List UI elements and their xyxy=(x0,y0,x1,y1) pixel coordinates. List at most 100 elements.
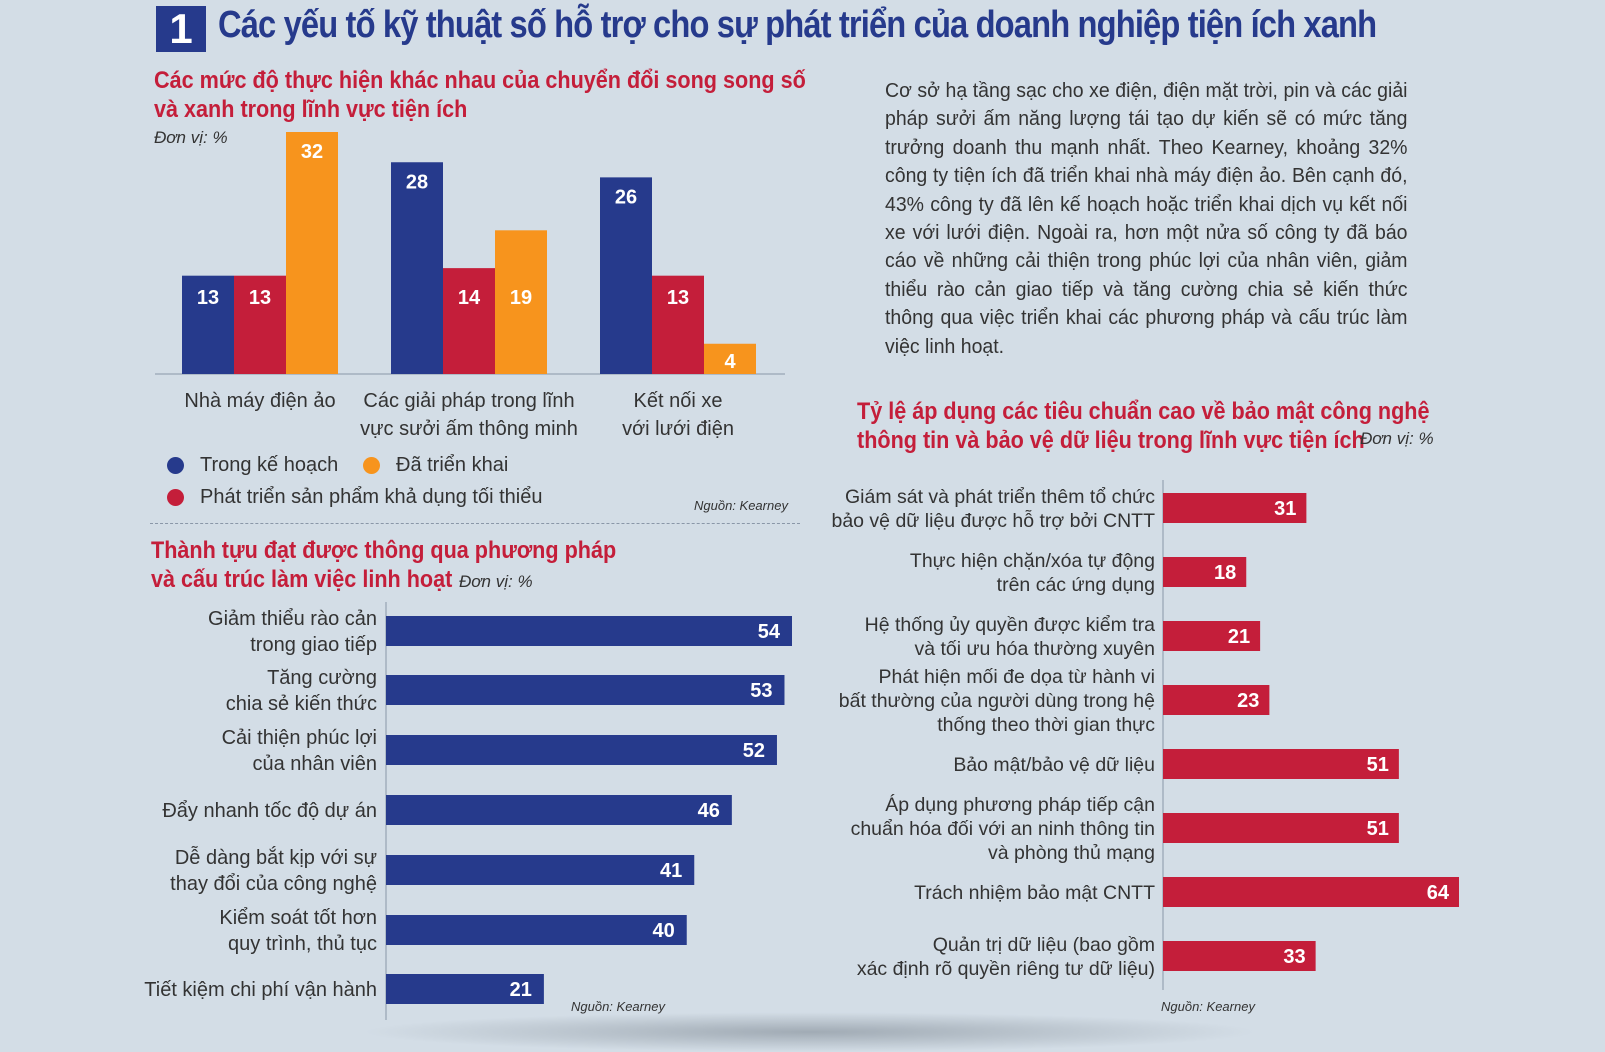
bar-3-1 xyxy=(286,132,338,374)
section-divider xyxy=(150,523,800,524)
hbar-security xyxy=(1163,557,1247,587)
legend-dot-planned xyxy=(167,457,184,474)
hbar-category-label: trên các ứng dụng xyxy=(997,574,1155,596)
bar-value-label: 13 xyxy=(197,287,219,309)
hbar-value-label: 23 xyxy=(1237,690,1259,712)
category-label: vực sưởi ấm thông minh xyxy=(360,418,578,440)
bar-value-label: 32 xyxy=(301,141,323,163)
hbar-category-label: Quản trị dữ liệu (bao gồm xyxy=(933,934,1155,956)
hbar-security xyxy=(1163,685,1270,715)
hbar-value-label: 40 xyxy=(652,920,674,942)
hbar-value-label: 18 xyxy=(1214,562,1236,584)
hbar-category-label: Bảo mật/bảo vệ dữ liệu xyxy=(953,754,1155,776)
hbar-value-label: 52 xyxy=(743,740,765,762)
bar-value-label: 19 xyxy=(510,287,532,309)
hbar-value-label: 53 xyxy=(750,680,772,702)
bar-1-1 xyxy=(182,275,234,374)
bar-value-label: 28 xyxy=(406,171,428,193)
chart2-source: Nguồn: Kearney xyxy=(571,999,665,1014)
chart1-title: Các mức độ thực hiện khác nhau của chuyể… xyxy=(154,66,806,124)
chart2-title-line1: Thành tựu đạt được thông qua phương pháp xyxy=(151,537,617,564)
hbar-category-label: Hệ thống ủy quyền được kiểm tra xyxy=(865,614,1155,636)
hbar-value-label: 31 xyxy=(1274,498,1296,520)
hbar-security xyxy=(1163,941,1316,971)
legend-item-deployed: Đã triển khai xyxy=(363,454,508,477)
bar-3-2 xyxy=(495,230,547,374)
hbar-category-label: Đẩy nhanh tốc độ dự án xyxy=(162,800,377,822)
category-label: Kết nối xe xyxy=(634,390,723,412)
bar-value-label: 26 xyxy=(615,186,637,208)
legend-item-mvp: Phát triển sản phẩm khả dụng tối thiểu xyxy=(167,486,542,509)
hbar-security xyxy=(1163,877,1459,907)
section-number-badge: 1 xyxy=(156,6,206,52)
hbar-achievement xyxy=(386,795,732,825)
hbar-category-label: bảo vệ dữ liệu được hỗ trợ bởi CNTT xyxy=(831,509,1155,532)
hbar-achievement xyxy=(386,616,792,646)
hbar-category-label: quy trình, thủ tục xyxy=(228,933,377,955)
chart3-title-line1: Tỷ lệ áp dụng các tiêu chuẩn cao về bảo … xyxy=(857,398,1430,425)
chart3-title-line2: thông tin và bảo vệ dữ liệu trong lĩnh v… xyxy=(857,427,1365,454)
legend-dot-mvp xyxy=(167,489,184,506)
hbar-value-label: 41 xyxy=(660,860,682,882)
legend-dot-deployed xyxy=(363,457,380,474)
chart2-title: Thành tựu đạt được thông qua phương pháp… xyxy=(151,536,616,594)
hbar-value-label: 64 xyxy=(1427,882,1450,904)
hbar-category-label: bất thường của người dùng trong hệ xyxy=(839,690,1155,712)
hbar-category-label: Kiểm soát tốt hơn xyxy=(219,907,377,929)
hbar-value-label: 51 xyxy=(1367,818,1389,840)
hbar-category-label: Dễ dàng bắt kịp với sự xyxy=(175,846,377,869)
legend-item-planned: Trong kế hoạch xyxy=(167,454,338,477)
chart3-unit: Đơn vị: % xyxy=(1360,429,1434,448)
hbar-value-label: 21 xyxy=(510,979,532,1001)
bar-2-2 xyxy=(443,268,495,374)
hbar-category-label: Trách nhiệm bảo mật CNTT xyxy=(914,882,1155,904)
hbar-category-label: thống theo thời gian thực xyxy=(937,714,1155,736)
chart1-source: Nguồn: Kearney xyxy=(694,498,788,513)
hbar-value-label: 21 xyxy=(1228,626,1250,648)
hbar-category-label: Thực hiện chặn/xóa tự động xyxy=(910,550,1155,572)
hbar-category-label: của nhân viên xyxy=(252,753,377,775)
hbar-value-label: 51 xyxy=(1367,754,1389,776)
hbar-achievement xyxy=(386,735,777,765)
hbar-category-label: thay đổi của công nghệ xyxy=(170,873,377,895)
hbar-security xyxy=(1163,749,1399,779)
hbar-category-label: chia sẻ kiến thức xyxy=(226,693,377,715)
chart2-unit: Đơn vị: % xyxy=(459,572,533,591)
chart2-title-line2-text: và cấu trúc làm việc linh hoạt xyxy=(151,566,453,593)
body-paragraph: Cơ sở hạ tầng sạc cho xe điện, điện mặt … xyxy=(885,79,1408,358)
legend-label-planned: Trong kế hoạch xyxy=(200,454,339,476)
bar-value-label: 13 xyxy=(667,287,689,309)
bar-value-label: 13 xyxy=(249,287,271,309)
bar-2-1 xyxy=(234,275,286,374)
hbar-category-label: và phòng thủ mạng xyxy=(988,842,1155,864)
chart2-horizontal-bar-chart: 54 Giảm thiểu rào cản trong giao tiếp 53 Tăn… xyxy=(144,602,792,1020)
hbar-security xyxy=(1163,493,1307,523)
hbar-security xyxy=(1163,621,1261,651)
hbar-category-label: Áp dụng phương pháp tiếp cận xyxy=(885,793,1155,816)
legend-label-mvp: Phát triển sản phẩm khả dụng tối thiểu xyxy=(200,486,543,508)
hbar-category-label: Phát hiện mối đe dọa từ hành vi xyxy=(879,666,1156,688)
hbar-category-label: Cải thiện phúc lợi xyxy=(222,727,377,749)
hbar-category-label: Tăng cường xyxy=(267,667,377,689)
hbar-achievement xyxy=(386,915,687,945)
chart2-title-line2: và cấu trúc làm việc linh hoạt xyxy=(151,565,616,594)
bar-value-label: 4 xyxy=(724,351,736,373)
chart3-title: Tỷ lệ áp dụng các tiêu chuẩn cao về bảo … xyxy=(857,397,1430,455)
hbar-achievement xyxy=(386,974,544,1004)
chart3-source: Nguồn: Kearney xyxy=(1161,999,1255,1014)
hbar-achievement xyxy=(386,855,695,885)
category-label: Nhà máy điện ảo xyxy=(184,390,335,412)
bar-value-label: 14 xyxy=(458,287,481,309)
hbar-category-label: Tiết kiệm chi phí vận hành xyxy=(144,979,377,1001)
bar-3-3 xyxy=(704,343,756,374)
bar-1-2 xyxy=(391,162,443,374)
legend-label-deployed: Đã triển khai xyxy=(396,454,509,476)
hbar-category-label: và tối ưu hóa thường xuyên xyxy=(914,638,1155,660)
hbar-security xyxy=(1163,813,1399,843)
hbar-value-label: 33 xyxy=(1283,946,1305,968)
hbar-value-label: 54 xyxy=(758,621,781,643)
hbar-category-label: xác định rõ quyền riêng tư dữ liệu) xyxy=(857,958,1155,980)
hbar-category-label: Giảm thiểu rào cản xyxy=(208,608,377,630)
category-label: Các giải pháp trong lĩnh xyxy=(363,390,574,412)
